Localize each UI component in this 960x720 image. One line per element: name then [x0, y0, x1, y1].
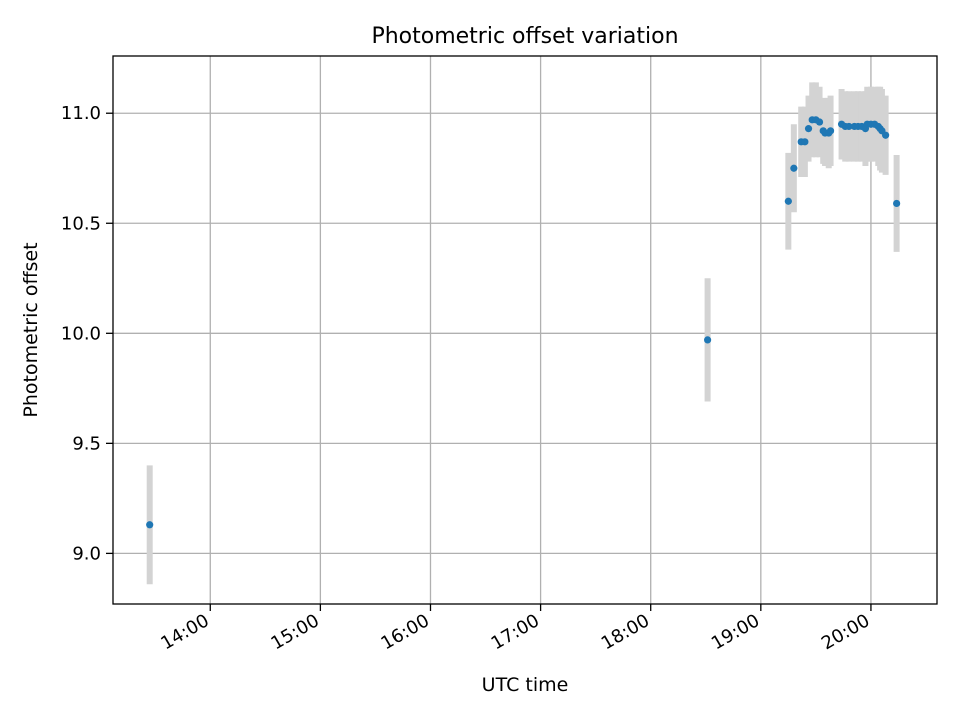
y-tick-label: 11.0 [61, 103, 101, 124]
ticks-layer: 14:00 15:00 16:00 17:00 18:00 19:00 20:00 9.0 9.… [61, 103, 874, 654]
x-tick-label: 14:00 [157, 610, 212, 654]
x-tick-label: 19:00 [708, 610, 763, 654]
data-point [815, 118, 824, 126]
x-tick-label: 18:00 [598, 610, 653, 654]
x-tick-label: 17:00 [488, 610, 543, 654]
y-tick-label: 10.0 [61, 323, 101, 344]
data-point [882, 131, 890, 139]
grid-layer [113, 56, 937, 604]
data-point [790, 164, 798, 172]
data-point [845, 122, 853, 131]
x-tick-label: 16:00 [378, 610, 433, 654]
x-axis-label: UTC time [482, 674, 569, 696]
data-point [704, 336, 712, 344]
data-point [893, 199, 901, 208]
x-tick-label: 20:00 [818, 610, 873, 654]
y-tick-label: 9.0 [72, 543, 101, 564]
data-point-layer [146, 116, 901, 529]
x-tick-label: 15:00 [267, 610, 322, 654]
data-point [146, 521, 154, 529]
data-point [784, 197, 792, 205]
data-point [801, 138, 809, 146]
data-point [826, 127, 835, 135]
chart-title: Photometric offset variation [371, 24, 678, 49]
data-point [804, 125, 813, 133]
plot-frame [112, 55, 938, 605]
y-tick-label: 10.5 [61, 213, 101, 234]
y-axis-label: Photometric offset [20, 242, 42, 417]
y-tick-label: 9.5 [72, 433, 101, 454]
